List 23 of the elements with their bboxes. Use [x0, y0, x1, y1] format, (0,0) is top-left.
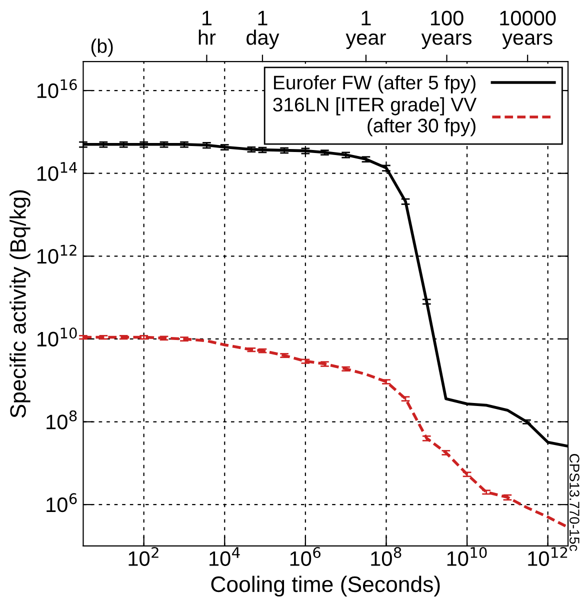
annotation: 1 year	[346, 10, 386, 49]
x-tick-label: 10$^{12}$	[528, 546, 568, 566]
annotation: 10000 years	[500, 10, 556, 49]
text: CPS13.770-15c	[570, 454, 580, 551]
y-tick-label: 10$^{16}$	[37, 79, 77, 98]
text: (b)	[91, 38, 113, 57]
y-tick-label: 10$^{8}$	[46, 410, 77, 430]
y-axis-title: Specific activity (Bq/kg)	[10, 190, 30, 418]
x-tick-label: 10$^{10}$	[447, 546, 487, 566]
y-tick-label: 10$^{12}$	[37, 244, 76, 264]
legend-label: Eurofer FW (after 5 fpy)	[274, 75, 476, 94]
annotation: 1 hr	[198, 10, 216, 45]
x-tick-label: 10$^{8}$	[371, 546, 402, 566]
y-tick-label: 10$^{10}$	[37, 328, 77, 347]
x-tick-label: 10$^{6}$	[290, 546, 321, 566]
legend-label: 316LN [ITER grade] VV (after 30 fpy)	[273, 97, 477, 136]
x-tick-label: 10$^{2}$	[128, 546, 158, 566]
y-tick-label: 10$^{14}$	[37, 162, 77, 181]
annotation: 1 day	[246, 10, 280, 49]
x-axis-title: Cooling time (Seconds)	[211, 576, 440, 597]
x-tick-label: 10$^{4}$	[210, 547, 240, 566]
annotation: 100 years	[421, 10, 472, 49]
y-tick-label: 10$^{6}$	[46, 493, 77, 512]
